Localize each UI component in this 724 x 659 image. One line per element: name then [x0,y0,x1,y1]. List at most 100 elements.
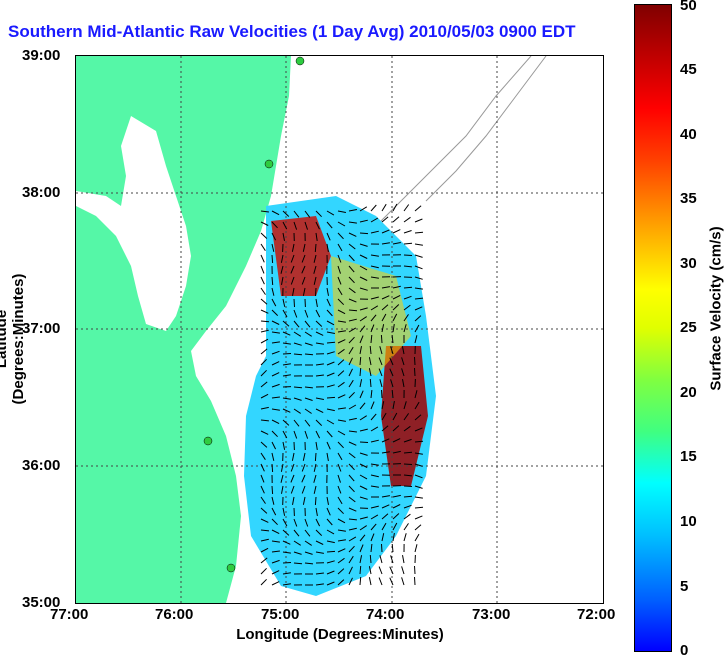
velocity-arrow [260,254,265,263]
colorbar-tick: 20 [680,384,697,401]
velocity-arrow [414,315,422,322]
velocity-arrow [304,342,313,346]
velocity-arrow [260,538,269,542]
velocity-arrow [337,232,344,240]
velocity-arrow [326,441,331,450]
velocity-arrow [337,221,346,227]
y-tick-label: 39:00 [22,47,61,64]
velocity-arrow [389,368,394,377]
velocity-arrow [290,265,295,274]
velocity-arrow [326,430,333,438]
velocity-arrow [381,203,387,212]
velocity-arrow [359,287,368,291]
velocity-arrow [301,485,306,494]
velocity-arrow [359,441,369,443]
velocity-arrow [282,221,288,230]
velocity-arrow [315,551,324,554]
velocity-arrow [282,562,292,564]
velocity-arrow [380,334,383,344]
velocity-arrow [403,474,412,477]
velocity-arrow [337,568,345,575]
velocity-arrow [304,397,313,401]
velocity-arrow [326,581,335,586]
velocity-arrow [402,379,405,388]
velocity-arrow [260,474,265,483]
velocity-arrow [260,210,269,213]
velocity-arrow [326,496,329,505]
velocity-arrow [282,374,291,377]
velocity-arrow [414,335,418,344]
velocity-arrow [414,205,422,212]
velocity-arrow [260,276,265,285]
velocity-arrow [370,505,379,509]
velocity-arrow [369,378,372,388]
velocity-arrow [337,370,345,377]
velocity-arrow [315,309,321,318]
velocity-arrow [369,554,372,564]
velocity-arrow [326,287,329,296]
colorbar-tick: 50 [680,0,697,14]
velocity-arrow [271,581,280,586]
velocity-arrow [359,576,362,586]
velocity-arrow [271,419,280,425]
velocity-arrow [348,346,354,355]
velocity-arrow [392,229,401,234]
velocity-arrow [304,386,313,389]
velocity-arrow [326,384,335,388]
velocity-arrow [348,566,353,575]
velocity-arrow [348,327,357,333]
velocity-arrow [337,548,346,553]
colorbar-tick: 25 [680,319,697,336]
velocity-arrow [414,254,423,258]
x-tick-label: 74:00 [366,606,405,623]
colorbar-tick: 5 [680,578,689,595]
velocity-arrow [370,523,377,531]
velocity-arrow [359,206,368,212]
chesapeake-bay [76,116,191,331]
velocity-arrow [271,383,280,388]
velocity-arrow [370,305,379,311]
velocity-arrow [370,254,379,257]
velocity-arrow [392,324,395,333]
velocity-arrow [359,219,368,223]
velocity-arrow [348,287,356,294]
velocity-arrow [414,524,422,531]
velocity-arrow [293,221,298,230]
x-axis-label: Longitude (Degrees:Minutes) [236,626,444,643]
velocity-arrow [315,540,324,545]
velocity-arrow [271,350,280,355]
velocity-arrow [370,265,379,269]
velocity-arrow [315,342,324,345]
velocity-arrow [337,330,346,333]
velocity-arrow [282,572,291,575]
velocity-arrow [359,254,368,259]
velocity-arrow [293,397,302,401]
velocity-arrow [401,368,405,377]
velocity-arrow [348,232,357,237]
velocity-arrow [337,210,346,213]
velocity-arrow [403,254,413,256]
velocity-arrow [359,346,362,355]
velocity-arrow [282,583,291,586]
velocity-arrow [403,216,411,223]
velocity-arrow [359,525,367,531]
velocity-arrow [414,463,423,467]
velocity-arrow [359,307,368,311]
velocity-arrow [401,346,405,355]
velocity-arrow [293,210,300,218]
velocity-arrow [314,452,317,462]
velocity-arrow [381,286,390,289]
velocity-arrow [337,381,345,388]
velocity-arrow [260,578,267,586]
velocity-arrow [370,474,379,478]
x-tick-label: 73:00 [472,606,511,623]
velocity-arrow [282,397,291,400]
velocity-arrow [271,529,280,535]
velocity-arrow [381,438,390,443]
velocity-arrow [368,577,372,586]
velocity-arrow [403,513,411,520]
velocity-arrow [315,374,324,377]
velocity-arrow [282,309,288,318]
velocity-arrow [260,485,265,494]
velocity-arrow [348,391,355,399]
